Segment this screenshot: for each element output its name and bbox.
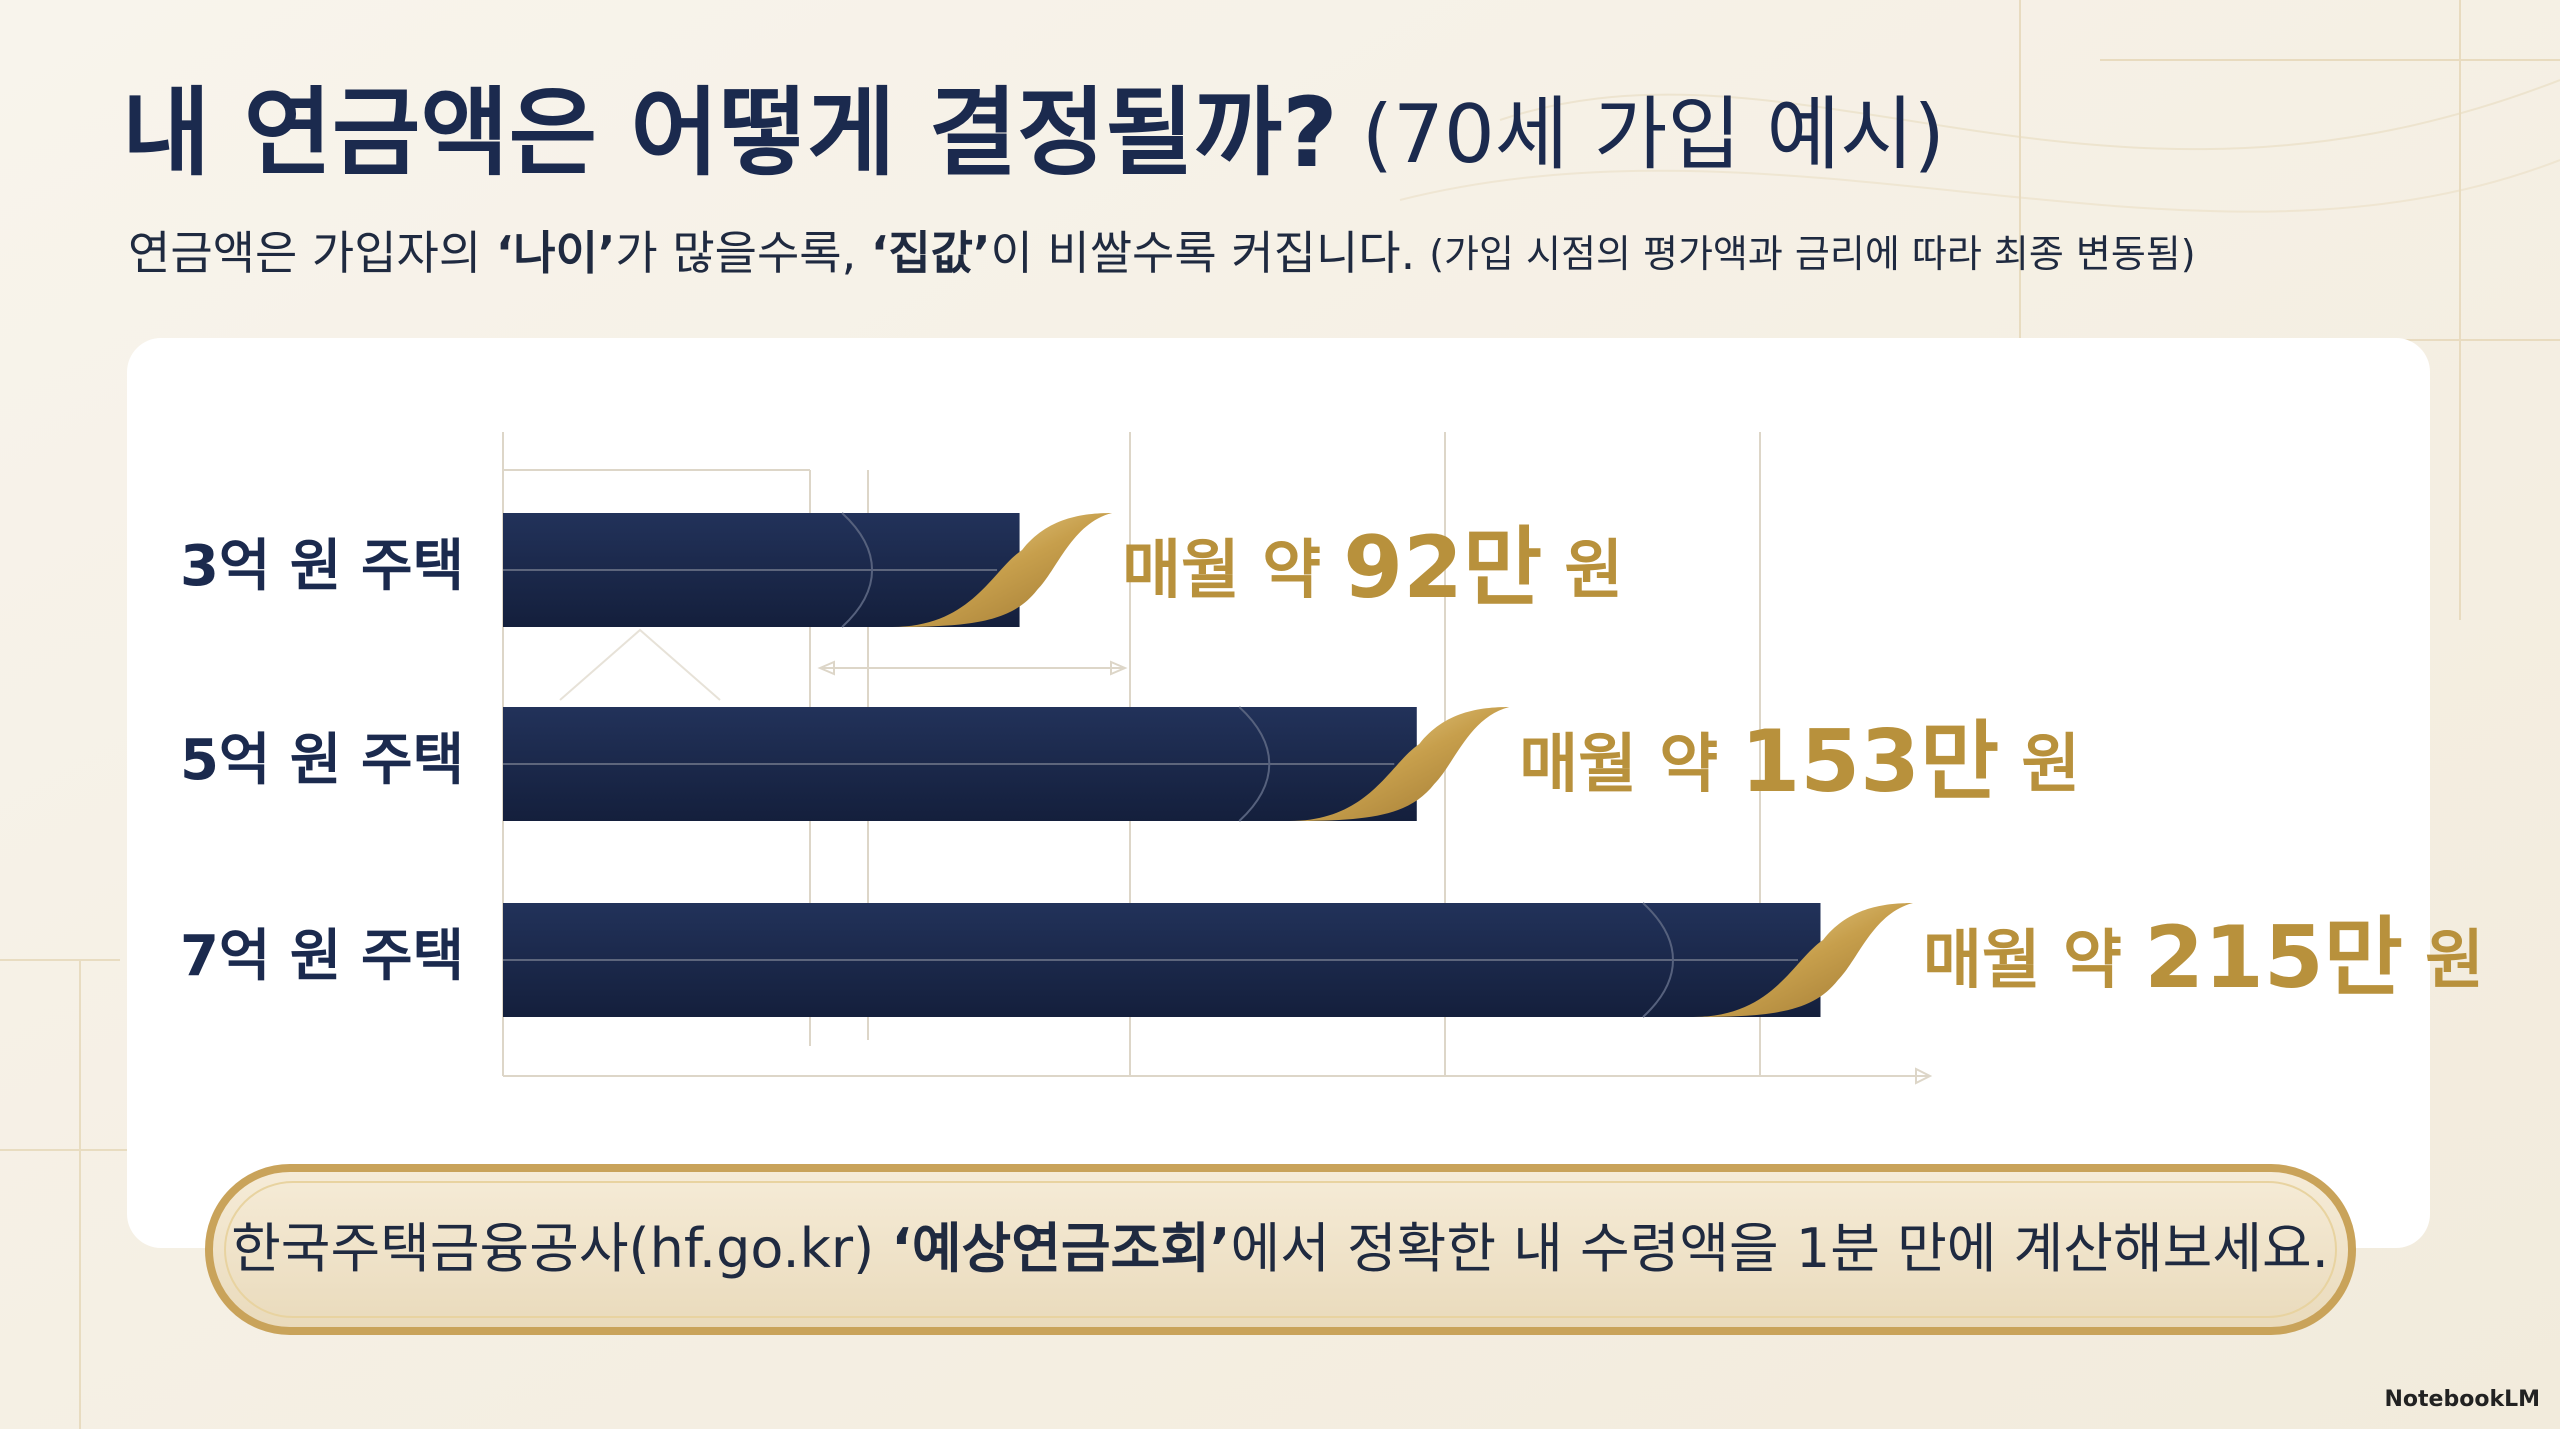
bar-tip	[892, 513, 1113, 627]
bar-arc	[1642, 902, 1674, 1018]
value-label-part: 매월 약	[1122, 534, 1343, 608]
bar-tip	[1693, 903, 1913, 1017]
footer-banner-inner	[224, 1181, 2337, 1318]
category-label: 3억 원 주택	[180, 534, 464, 599]
subtitle-part: 가 많을수록,	[615, 226, 870, 280]
value-label-part: 153만	[1740, 712, 1999, 812]
value-label-part: 원	[2403, 924, 2484, 998]
value-label-part: 매월 약	[1519, 728, 1740, 802]
value-label-part: 215만	[2144, 908, 2403, 1008]
bar-arc	[1238, 706, 1271, 822]
footer-part: 한국주택금융공사(hf.go.kr)	[231, 1217, 891, 1280]
value-label-part: 원	[1542, 534, 1623, 608]
footer-banner	[205, 1164, 2356, 1335]
title-note: (70세 가입 예시)	[1362, 88, 1945, 181]
value-label: 매월 약 215만 원	[1923, 908, 2484, 1008]
plot: 3억 원 주택 매월 약 92만 원5억 원 주택 매월 약 153만 원7억 원 …	[180, 512, 2484, 1018]
subtitle-part: ‘나이’	[496, 226, 616, 280]
subtitle-part: ‘집값’	[871, 226, 991, 280]
value-label-part: 92만	[1343, 518, 1542, 618]
title-main: 내 연금액은 어떻게 결정될까?	[122, 77, 1338, 189]
value-label: 매월 약 92만 원	[1122, 518, 1623, 618]
subtitle-note: (가입 시점의 평가액과 금리에 따라 최종 변동됨)	[1429, 232, 2195, 276]
footer-text: 한국주택금융공사(hf.go.kr) ‘예상연금조회’에서 정확한 내 수령액을…	[231, 1217, 2329, 1280]
value-label-part: 원	[1999, 728, 2080, 802]
footer-part: ‘예상연금조회’	[891, 1217, 1230, 1280]
footer-part: 에서 정확한 내 수령액을 1분 만에 계산해보세요.	[1230, 1217, 2328, 1280]
bar-arc	[841, 512, 873, 628]
title: 내 연금액은 어떻게 결정될까? (70세 가입 예시)	[122, 77, 1945, 189]
bar-tip	[1289, 707, 1510, 821]
value-label-part: 매월 약	[1923, 924, 2144, 998]
watermark: NotebookLM	[2385, 1387, 2540, 1412]
category-label: 5억 원 주택	[180, 728, 464, 793]
value-label: 매월 약 153만 원	[1519, 712, 2080, 812]
subtitle-part: 연금액은 가입자의	[128, 226, 496, 280]
subtitle-part: 이 비쌀수록 커집니다.	[990, 226, 1415, 280]
category-label: 7억 원 주택	[180, 924, 464, 989]
subtitle: 연금액은 가입자의 ‘나이’가 많을수록, ‘집값’이 비쌀수록 커집니다. (가…	[128, 226, 2196, 280]
